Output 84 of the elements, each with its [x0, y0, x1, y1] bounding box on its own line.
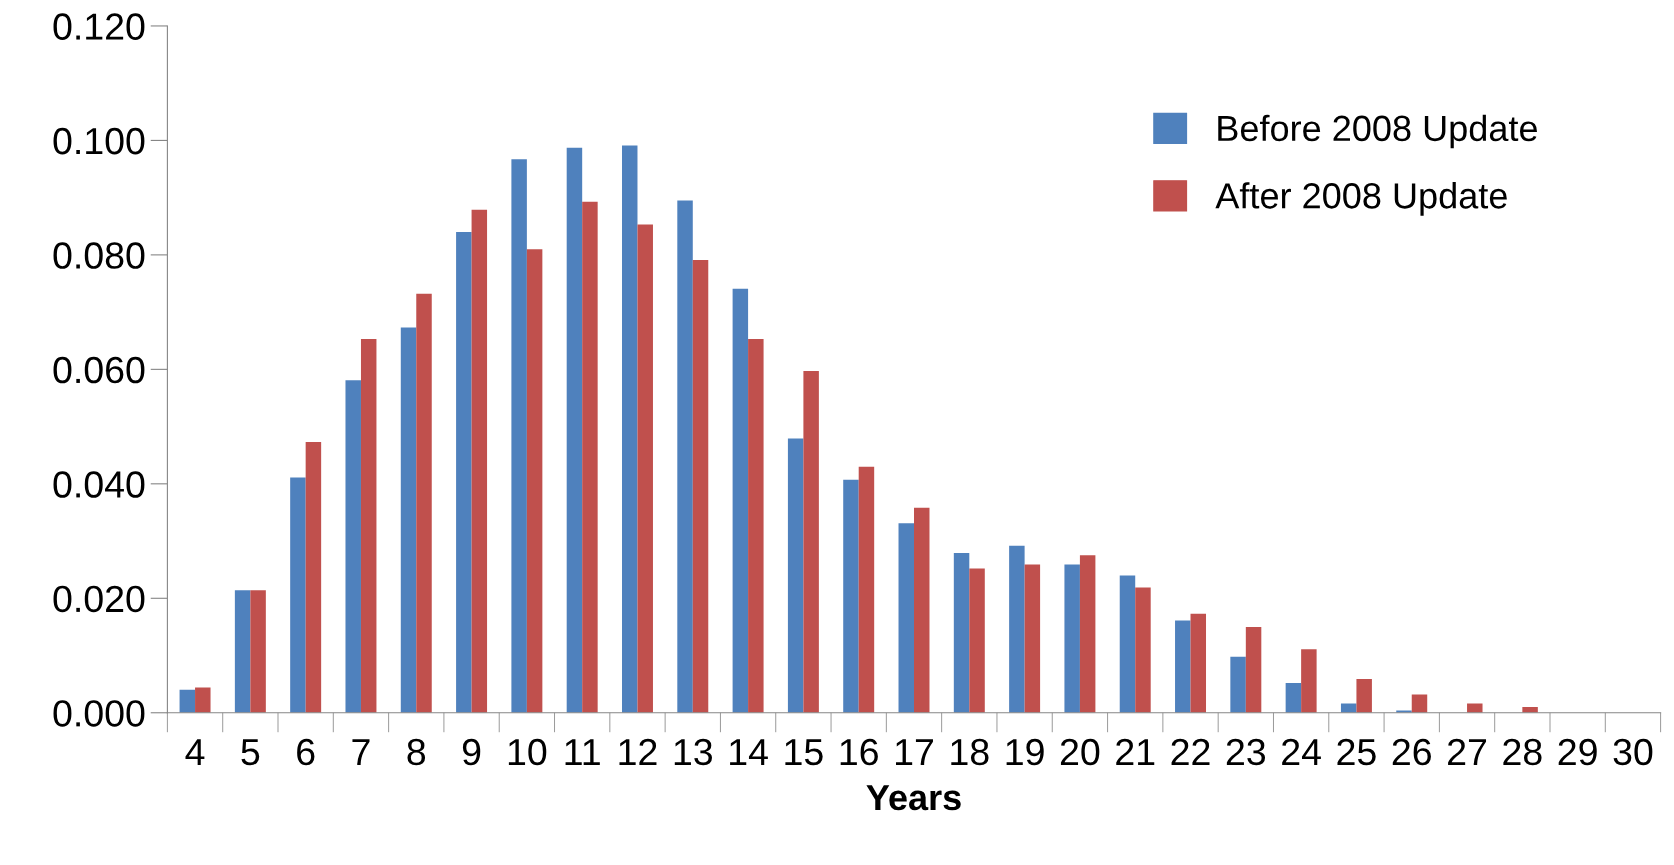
bar	[1230, 656, 1246, 713]
x-tick-label: 7	[352, 739, 370, 765]
bar	[1396, 710, 1412, 713]
bar	[1301, 649, 1317, 713]
x-tick-label: 22	[1171, 738, 1210, 765]
x-tick-label: 29	[1558, 738, 1597, 766]
bar	[692, 260, 709, 713]
bar	[1119, 575, 1136, 713]
bar	[1009, 545, 1025, 713]
bar	[582, 201, 598, 713]
x-tick-label: 13	[674, 738, 712, 766]
bar	[914, 507, 930, 713]
x-tick-label: 18	[951, 738, 989, 766]
legend-label: Before 2008 Update	[1218, 114, 1537, 149]
x-tick-label: 25	[1337, 738, 1376, 766]
bar	[622, 145, 638, 713]
bar	[1411, 694, 1428, 713]
x-tick-label: 14	[730, 739, 768, 765]
bar	[305, 442, 322, 713]
bar	[511, 159, 527, 713]
bar	[360, 339, 377, 713]
bar	[858, 466, 875, 713]
bar	[566, 147, 583, 713]
bar	[400, 327, 417, 713]
bar	[526, 249, 543, 713]
bar	[1245, 626, 1262, 713]
bar	[637, 224, 653, 713]
bar	[1064, 564, 1080, 713]
y-tick-label: 0.120	[53, 13, 145, 40]
y-tick-label: 0.000	[53, 700, 145, 727]
x-tick-label: 5	[241, 739, 260, 766]
x-tick-label: 26	[1392, 738, 1431, 766]
bar	[250, 590, 266, 713]
bar	[1522, 707, 1538, 713]
x-tick-label: 21	[1116, 738, 1155, 765]
x-tick-label: 16	[840, 738, 878, 766]
bar	[969, 568, 985, 713]
x-tick-label: 30	[1613, 738, 1653, 766]
bar	[195, 687, 211, 713]
bar	[1356, 678, 1372, 713]
bar	[1190, 613, 1207, 713]
bar	[234, 590, 251, 713]
bar	[732, 288, 749, 713]
bar	[1175, 620, 1191, 713]
bar	[677, 200, 693, 713]
y-tick-label: 0.040	[53, 471, 145, 498]
bar	[803, 371, 819, 713]
x-tick-label: 6	[297, 738, 315, 766]
y-tick-label: 0.060	[53, 356, 145, 384]
y-tick-label: 0.020	[53, 585, 145, 613]
bar	[179, 689, 196, 713]
x-tick-label: 9	[462, 738, 481, 766]
bar	[290, 477, 306, 713]
y-tick-label: 0.080	[53, 242, 145, 269]
bar	[898, 523, 914, 713]
bar	[1467, 703, 1483, 713]
bar	[345, 380, 361, 713]
x-tick-label: 8	[407, 738, 426, 766]
x-tick-label: 19	[1006, 738, 1044, 766]
bar	[787, 438, 804, 713]
bar	[748, 339, 764, 713]
legend-label: After 2008 Update	[1215, 182, 1507, 216]
x-tick-label: 4	[185, 739, 205, 765]
bar	[456, 231, 472, 713]
bar	[1285, 683, 1302, 713]
x-tick-label: 10	[508, 738, 547, 766]
bar	[471, 209, 488, 713]
bar	[953, 553, 970, 713]
bar	[1079, 555, 1096, 713]
x-tick-label: 15	[785, 739, 823, 766]
bar	[416, 293, 432, 713]
x-tick-label: 12	[619, 738, 657, 765]
x-axis-title: Years	[866, 785, 961, 811]
x-tick-label: 11	[565, 739, 600, 765]
bar	[1024, 564, 1041, 713]
x-tick-label: 28	[1503, 738, 1542, 766]
bar	[843, 479, 859, 713]
x-tick-label: 23	[1226, 738, 1266, 766]
x-tick-label: 17	[896, 739, 933, 765]
x-tick-label: 20	[1060, 738, 1100, 766]
x-tick-label: 27	[1448, 738, 1487, 765]
y-tick-label: 0.100	[53, 127, 145, 155]
bar	[1135, 587, 1151, 713]
x-tick-label: 24	[1282, 738, 1321, 765]
